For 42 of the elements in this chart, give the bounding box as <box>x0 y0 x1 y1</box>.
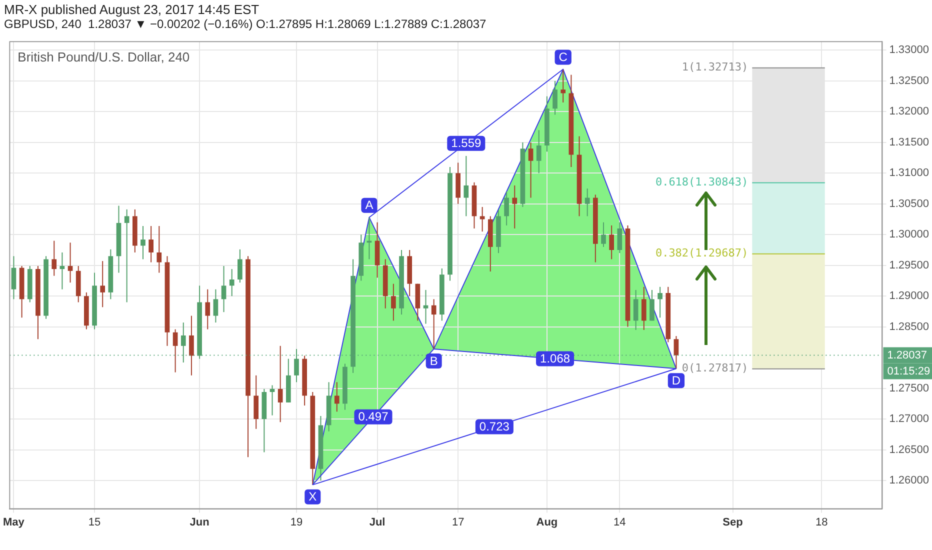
data-label: D <box>672 373 681 388</box>
data-label: C <box>558 50 568 64</box>
y-tick-label: 1.26500 <box>889 444 930 456</box>
x-tick-label: Aug <box>536 516 558 528</box>
annotation: 1.559 <box>451 136 482 150</box>
data-label: A <box>365 198 374 212</box>
y-tick-label: 1.31000 <box>889 167 930 180</box>
y-tick-label: 1.30500 <box>889 198 930 210</box>
annotation: 0.723 <box>479 420 510 434</box>
y-tick-label: 1.26000 <box>889 474 930 487</box>
ref-line-label: 0.382(1.29687) <box>655 246 748 260</box>
x-tick-label: Jun <box>190 516 210 528</box>
ref-line-label: 0(1.27817) <box>682 362 748 375</box>
y-tick-label: 1.28500 <box>889 320 930 333</box>
y-tick-label: 1.31500 <box>889 136 930 148</box>
y-tick-label: 1.27000 <box>889 413 930 426</box>
y-tick-label: 1.33000 <box>889 44 930 56</box>
y-tick-label: 1.29000 <box>889 290 930 302</box>
annotation: 1.068 <box>540 352 570 366</box>
data-label: B <box>430 354 438 368</box>
x-tick-label: 18 <box>816 516 828 528</box>
text: MR-X published August 23, 2017 14:45 EST <box>4 2 260 17</box>
x-tick-label: 19 <box>290 516 303 528</box>
y-tick-label: 1.32500 <box>889 74 930 87</box>
y-tick-label: 1.29500 <box>889 259 930 272</box>
y-tick-label: 1.32000 <box>889 106 930 118</box>
ref-line-label: 1.28037 <box>887 349 928 362</box>
x-tick-label: May <box>3 516 26 528</box>
data-label: X <box>308 490 317 504</box>
y-tick-label: 1.27500 <box>889 382 930 394</box>
chart-subtitle: GBPUSD, 240 1.28037 ▼ −0.00202 (−0.16%) O:1.27895 H:1.28069 L:1.27889 C:1.28037 <box>4 17 486 31</box>
annotation: 0.497 <box>358 410 389 424</box>
x-tick-label: 17 <box>452 516 464 528</box>
ref-line-label: 1(1.32713) <box>682 60 748 74</box>
text: British Pound/U.S. Dollar, 240 <box>18 50 190 65</box>
x-tick-label: 14 <box>614 516 626 528</box>
x-tick-label: Jul <box>369 516 386 528</box>
ref-line-label: 0.618(1.30843) <box>655 176 748 189</box>
text: 01:15:29 <box>887 365 930 378</box>
x-tick-label: 15 <box>88 516 101 528</box>
x-tick-label: Sep <box>722 516 744 528</box>
y-tick-label: 1.30000 <box>889 228 930 241</box>
